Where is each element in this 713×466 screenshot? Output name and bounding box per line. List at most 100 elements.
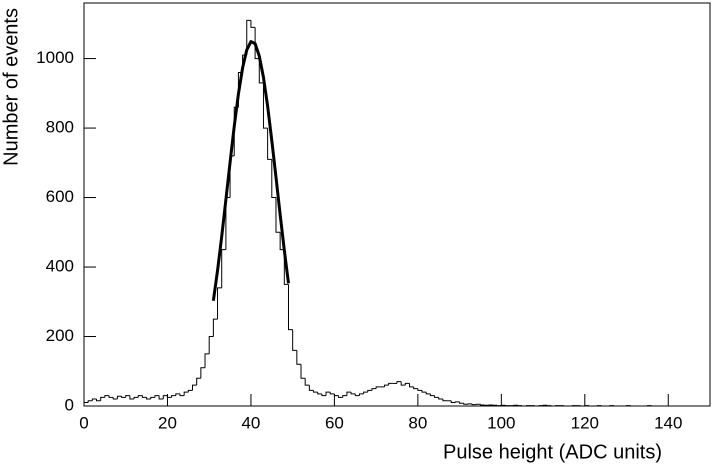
histogram-bin xyxy=(358,393,364,396)
histogram-bin xyxy=(287,284,293,331)
histogram-bin xyxy=(146,397,151,400)
histogram-bin xyxy=(154,395,160,398)
histogram-bin xyxy=(208,336,214,354)
histogram-bin xyxy=(375,386,381,389)
histogram-bin xyxy=(125,395,130,398)
histogram-bin xyxy=(100,396,105,401)
histogram-bin xyxy=(300,364,306,379)
histogram-bin xyxy=(192,384,197,391)
histogram-bin xyxy=(217,287,222,320)
x-tick-label: 0 xyxy=(79,413,88,432)
histogram-bin xyxy=(479,404,485,406)
histogram-bin xyxy=(246,19,251,56)
histogram-bin xyxy=(442,399,448,402)
y-tick-label: 400 xyxy=(46,257,74,276)
histogram-bin xyxy=(317,392,322,395)
x-tick-label: 120 xyxy=(571,413,599,432)
y-axis-label: Number of events xyxy=(0,8,22,166)
histogram-bin xyxy=(204,353,210,368)
histogram-bin xyxy=(333,393,339,397)
histogram-bin xyxy=(304,378,310,386)
histogram-bin xyxy=(454,401,460,403)
histogram-bin xyxy=(200,367,206,379)
histogram-bin xyxy=(296,350,302,365)
histogram-bin xyxy=(383,384,389,387)
y-tick-label: 1000 xyxy=(36,48,74,67)
histogram-bin xyxy=(137,395,143,398)
histogram-bin xyxy=(158,395,164,400)
histogram-bin xyxy=(308,385,314,391)
histogram-bin xyxy=(196,377,201,386)
y-tick-label: 0 xyxy=(65,395,74,414)
fit-curve xyxy=(211,40,290,301)
histogram-bin xyxy=(350,392,356,395)
histogram-bin xyxy=(421,390,427,393)
histogram-bin xyxy=(254,27,260,60)
histogram-bin xyxy=(329,392,335,395)
histogram-bin xyxy=(434,395,439,398)
histogram-bin xyxy=(187,389,193,393)
histogram-bin xyxy=(354,393,360,397)
histogram-bin xyxy=(179,393,185,397)
histogram-bin xyxy=(121,396,126,398)
histogram-bin xyxy=(371,388,377,391)
y-tick-label: 800 xyxy=(46,118,74,137)
histogram-bin xyxy=(400,381,406,386)
histogram-bin xyxy=(363,391,368,394)
histogram-bin xyxy=(271,159,276,199)
plot-frame xyxy=(83,2,711,407)
histogram-bin xyxy=(250,20,256,28)
histogram-bin xyxy=(91,398,97,401)
histogram-bin xyxy=(166,395,172,398)
histogram-bin xyxy=(183,391,189,396)
histogram-bin xyxy=(388,382,393,386)
histogram-bin xyxy=(404,382,410,386)
histogram-bin xyxy=(112,397,118,400)
histogram-bin xyxy=(346,391,352,396)
histogram-bin xyxy=(438,397,443,400)
histogram-bin xyxy=(258,58,264,84)
x-axis-label: Pulse height (ADC units) xyxy=(443,441,662,463)
histogram-bin xyxy=(87,400,93,403)
histogram-bin xyxy=(129,395,135,400)
histogram-bin xyxy=(133,396,139,400)
x-tick-label: 20 xyxy=(158,413,177,432)
histogram-bin xyxy=(171,395,176,398)
histogram-bin xyxy=(459,401,464,404)
y-tick-label: 600 xyxy=(46,187,74,206)
histogram-bin xyxy=(275,197,281,233)
histogram-bin xyxy=(116,395,122,400)
x-tick-label: 80 xyxy=(408,413,427,432)
histogram-bin xyxy=(83,402,89,406)
x-tick-label: 40 xyxy=(241,413,260,432)
histogram-bin xyxy=(325,391,331,396)
histogram-bin xyxy=(425,392,431,395)
histogram-bin xyxy=(321,393,327,397)
histogram-bin xyxy=(463,403,468,405)
histogram-bin xyxy=(212,318,218,337)
histogram-bin xyxy=(175,393,180,396)
histogram-bin xyxy=(450,400,456,404)
histogram-bin xyxy=(313,390,318,393)
histogram-bin xyxy=(150,396,155,400)
histogram-bin xyxy=(108,395,114,398)
histogram-bin xyxy=(417,388,423,391)
x-tick-label: 100 xyxy=(487,413,515,432)
histogram-bin xyxy=(471,403,477,406)
histogram-bin xyxy=(429,393,435,397)
histogram-bin xyxy=(409,383,414,388)
histogram-bin xyxy=(141,395,147,398)
x-tick-label: 60 xyxy=(325,413,344,432)
histogram-bin xyxy=(104,395,110,398)
histogram-bin xyxy=(413,386,418,390)
histogram-bin xyxy=(367,389,372,393)
histogram-bin xyxy=(221,249,226,288)
y-tick-label: 200 xyxy=(46,326,74,345)
histogram-bin xyxy=(342,395,347,398)
histogram-bin xyxy=(292,329,297,351)
histogram-bin xyxy=(96,399,101,402)
histogram-bin xyxy=(162,395,168,400)
histogram-bin xyxy=(267,128,272,160)
histogram-bin xyxy=(262,82,268,129)
